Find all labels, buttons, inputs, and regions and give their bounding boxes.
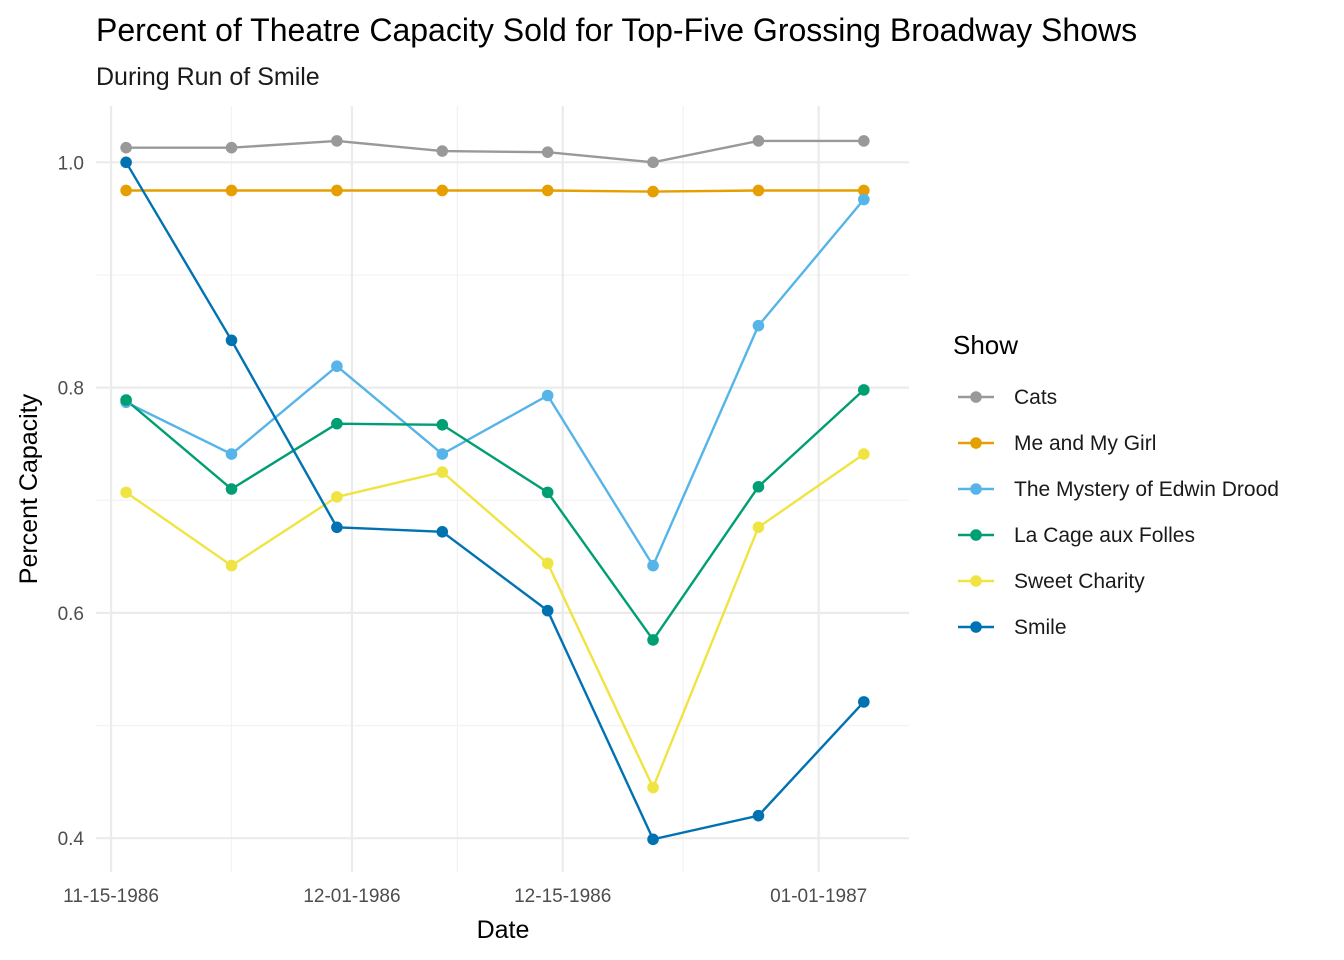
data-point-la-cage-aux-folles xyxy=(858,384,870,396)
data-point-cats xyxy=(541,146,554,158)
chart-title: Percent of Theatre Capacity Sold for Top… xyxy=(96,12,1137,48)
data-point-cats xyxy=(436,145,449,157)
legend-item-cats: Cats xyxy=(958,386,1057,409)
data-point-la-cage-aux-folles xyxy=(647,634,659,646)
data-point-smile xyxy=(436,526,449,538)
data-point-the-mystery-of-edwin-drood xyxy=(331,360,343,373)
legend-item-the-mystery-of-edwin-drood: The Mystery of Edwin Drood xyxy=(958,478,1279,501)
data-point-sweet-charity xyxy=(858,448,870,460)
data-point-cats xyxy=(331,135,343,147)
data-point-sweet-charity xyxy=(647,781,659,794)
data-point-me-and-my-girl xyxy=(436,184,449,197)
legend-title: Show xyxy=(953,330,1018,360)
data-point-the-mystery-of-edwin-drood xyxy=(647,559,659,572)
x-tick-label: 12-01-1986 xyxy=(303,886,400,907)
data-point-la-cage-aux-folles xyxy=(541,486,554,499)
data-point-cats xyxy=(752,135,765,147)
data-point-sweet-charity xyxy=(120,486,132,499)
legend-label: Cats xyxy=(1014,386,1057,409)
series-line-sweet-charity xyxy=(125,453,865,791)
y-axis-ticks: 0.4 0.6 0.8 1.0 xyxy=(58,153,85,850)
series-line-smile xyxy=(125,161,865,841)
y-tick-label: 0.6 xyxy=(58,604,84,625)
data-point-me-and-my-girl xyxy=(225,184,238,197)
legend-item-smile: Smile xyxy=(958,616,1067,639)
data-point-me-and-my-girl xyxy=(120,184,132,197)
series-line-la-cage-aux-folles xyxy=(125,389,865,642)
data-point-la-cage-aux-folles xyxy=(225,483,238,495)
data-point-the-mystery-of-edwin-drood xyxy=(541,389,554,402)
y-tick-label: 0.4 xyxy=(58,829,85,850)
data-point-cats xyxy=(858,135,870,147)
data-point-smile xyxy=(225,334,238,347)
data-point-the-mystery-of-edwin-drood xyxy=(858,193,870,206)
data-point-smile xyxy=(858,696,870,708)
y-tick-label: 1.0 xyxy=(58,153,84,174)
data-point-the-mystery-of-edwin-drood xyxy=(225,448,238,460)
legend-key-point xyxy=(970,575,982,587)
legend-key-point xyxy=(970,621,982,633)
data-point-sweet-charity xyxy=(225,559,238,572)
legend-label: The Mystery of Edwin Drood xyxy=(1014,478,1279,501)
x-tick-label: 12-15-1986 xyxy=(514,886,611,907)
data-point-smile xyxy=(120,156,132,169)
data-point-cats xyxy=(647,156,659,169)
data-point-smile xyxy=(647,833,659,846)
data-point-sweet-charity xyxy=(331,491,343,503)
data-point-la-cage-aux-folles xyxy=(436,418,449,431)
legend-key-point xyxy=(970,437,982,449)
legend-item-sweet-charity: Sweet Charity xyxy=(958,570,1145,593)
data-point-me-and-my-girl xyxy=(541,184,554,197)
data-point-cats xyxy=(225,141,238,154)
data-point-me-and-my-girl xyxy=(647,185,659,198)
data-point-sweet-charity xyxy=(436,466,449,478)
data-point-sweet-charity xyxy=(541,557,554,570)
data-point-the-mystery-of-edwin-drood xyxy=(436,448,449,460)
chart-subtitle: During Run of Smile xyxy=(96,63,320,91)
grid xyxy=(96,106,909,872)
series-line-cats xyxy=(126,139,864,164)
legend-key-point xyxy=(970,483,982,495)
y-axis-title: Percent Capacity xyxy=(15,393,43,584)
data-point-la-cage-aux-folles xyxy=(120,394,132,406)
data-point-the-mystery-of-edwin-drood xyxy=(752,319,765,332)
data-point-la-cage-aux-folles xyxy=(331,417,343,430)
legend-key-point xyxy=(970,391,982,403)
series-line-the-mystery-of-edwin-drood xyxy=(125,198,865,569)
data-point-la-cage-aux-folles xyxy=(752,480,765,493)
data-point-cats xyxy=(120,141,132,154)
series-line-me-and-my-girl xyxy=(126,189,864,193)
legend-label: Sweet Charity xyxy=(1014,570,1145,593)
y-tick-label: 0.8 xyxy=(58,379,84,400)
data-point-smile xyxy=(541,604,554,617)
x-axis-ticks: 11-15-1986 12-01-1986 12-15-1986 01-01-1987 xyxy=(63,886,867,907)
legend-label: La Cage aux Folles xyxy=(1014,524,1195,547)
series-points xyxy=(120,135,870,846)
x-axis-title: Date xyxy=(477,916,530,944)
x-tick-label: 11-15-1986 xyxy=(63,886,159,907)
series-lines xyxy=(125,139,865,841)
data-point-smile xyxy=(752,809,765,822)
legend: Show Cats Me and My Girl The Mystery of Ed… xyxy=(953,330,1279,639)
legend-label: Smile xyxy=(1014,616,1067,639)
data-point-me-and-my-girl xyxy=(858,184,870,197)
x-tick-label: 01-01-1987 xyxy=(770,886,867,907)
legend-item-la-cage-aux-folles: La Cage aux Folles xyxy=(958,524,1195,547)
data-point-me-and-my-girl xyxy=(331,184,343,197)
data-point-sweet-charity xyxy=(752,521,765,534)
data-point-me-and-my-girl xyxy=(752,184,765,197)
data-point-smile xyxy=(331,521,343,534)
legend-label: Me and My Girl xyxy=(1014,432,1156,455)
legend-item-me-and-my-girl: Me and My Girl xyxy=(958,432,1156,455)
legend-key-point xyxy=(970,529,982,541)
